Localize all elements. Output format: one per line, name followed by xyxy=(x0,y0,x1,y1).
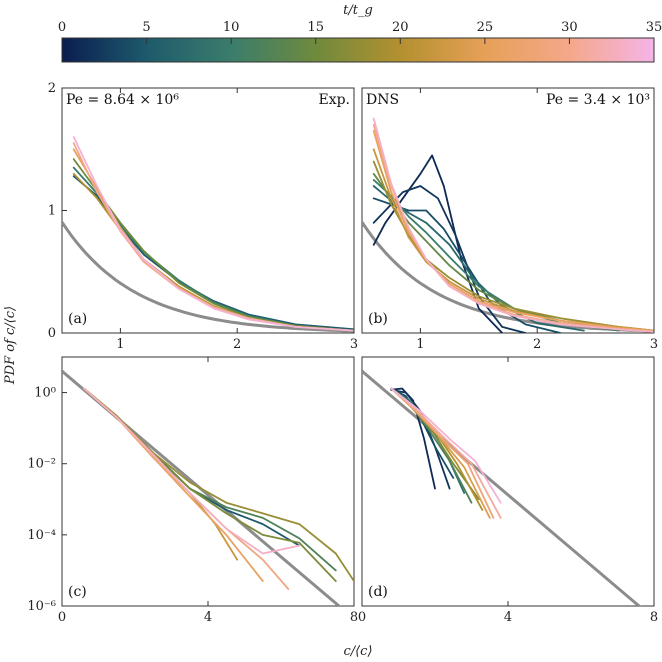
series-line xyxy=(83,387,337,582)
panel-label: (a) xyxy=(68,311,87,327)
series-line xyxy=(372,130,654,332)
x-tick-label: 2 xyxy=(233,337,241,352)
panel-d: 0 4 8 (d) xyxy=(358,356,658,625)
y-tick-label: 2 xyxy=(48,81,56,96)
panel-label: (c) xyxy=(68,584,87,600)
reference-line xyxy=(362,370,642,606)
colorbar-ticks: 0 5 10 15 20 25 30 35 xyxy=(58,20,662,44)
colorbar: t/t_g 0 5 10 15 20 25 30 35 xyxy=(58,3,662,63)
x-tick-label: 8 xyxy=(650,610,658,625)
series-line xyxy=(83,387,239,561)
annotation-right: Exp. xyxy=(318,92,350,108)
panel-a: 1 2 3 0 1 2 (a) Pe = 8.64 × 10⁶ Exp. xyxy=(48,81,358,352)
colorbar-tick-label: 20 xyxy=(392,20,409,35)
reference-line xyxy=(62,221,354,333)
colorbar-tick-label: 35 xyxy=(646,20,662,35)
series-line xyxy=(83,387,264,582)
panel-b-frame xyxy=(361,87,655,334)
y-tick-label: 0 xyxy=(48,326,56,341)
series-line xyxy=(390,387,502,504)
colorbar-gradient xyxy=(61,37,655,63)
panel-c: 0 4 8 10⁻⁶ 10⁻⁴ 10⁻² 10⁰ (c) xyxy=(27,356,358,625)
x-axis-label: c/⟨c⟩ xyxy=(343,644,372,659)
y-tick-label: 1 xyxy=(48,204,56,219)
panel-a-plot xyxy=(62,136,354,333)
colorbar-label: t/t_g xyxy=(343,3,373,18)
y-tick-label: 10⁰ xyxy=(34,386,56,401)
panel-b: 1 2 3 (b) DNS Pe = 3.4 × 10³ xyxy=(361,87,658,352)
colorbar-tick-label: 5 xyxy=(142,20,150,35)
colorbar-tick-label: 0 xyxy=(58,20,66,35)
x-tick-label: 1 xyxy=(416,337,424,352)
y-tick-label: 10⁻⁴ xyxy=(27,528,56,543)
panel-label: (b) xyxy=(368,311,388,327)
panel-label: (d) xyxy=(368,584,388,600)
x-tick-label: 0 xyxy=(58,610,66,625)
series-line xyxy=(83,387,301,555)
x-tick-label: 4 xyxy=(204,610,212,625)
colorbar-tick-label: 30 xyxy=(561,20,578,35)
panel-d-plot xyxy=(362,370,642,606)
annotation-left: DNS xyxy=(366,92,399,108)
panel-b-plot xyxy=(362,117,654,333)
panel-c-plot xyxy=(62,370,354,606)
x-tick-label: 4 xyxy=(504,610,512,625)
x-tick-label: 8 xyxy=(350,610,358,625)
y-tick-label: 10⁻⁶ xyxy=(27,599,56,614)
series-line xyxy=(83,387,354,582)
y-axis-label: PDF of c/⟨c⟩ xyxy=(3,306,18,385)
colorbar-tick-label: 25 xyxy=(477,20,494,35)
series-line xyxy=(72,158,354,332)
x-tick-label: 0 xyxy=(358,610,366,625)
x-tick-label: 1 xyxy=(116,337,124,352)
annotation-right: Pe = 3.4 × 10³ xyxy=(546,92,650,108)
panel-d-frame xyxy=(361,356,655,607)
y-tick-label: 10⁻² xyxy=(27,457,56,472)
colorbar-tick-label: 10 xyxy=(223,20,240,35)
series-line xyxy=(72,136,354,332)
annotation-left: Pe = 8.64 × 10⁶ xyxy=(66,92,179,108)
x-tick-label: 3 xyxy=(350,337,358,352)
x-tick-label: 3 xyxy=(650,337,658,352)
series-line xyxy=(83,387,301,547)
panel-c-frame xyxy=(61,356,355,607)
series-line xyxy=(390,387,502,519)
series-line xyxy=(372,123,654,333)
series-line xyxy=(372,117,654,333)
x-tick-label: 2 xyxy=(533,337,541,352)
colorbar-tick-label: 15 xyxy=(307,20,324,35)
